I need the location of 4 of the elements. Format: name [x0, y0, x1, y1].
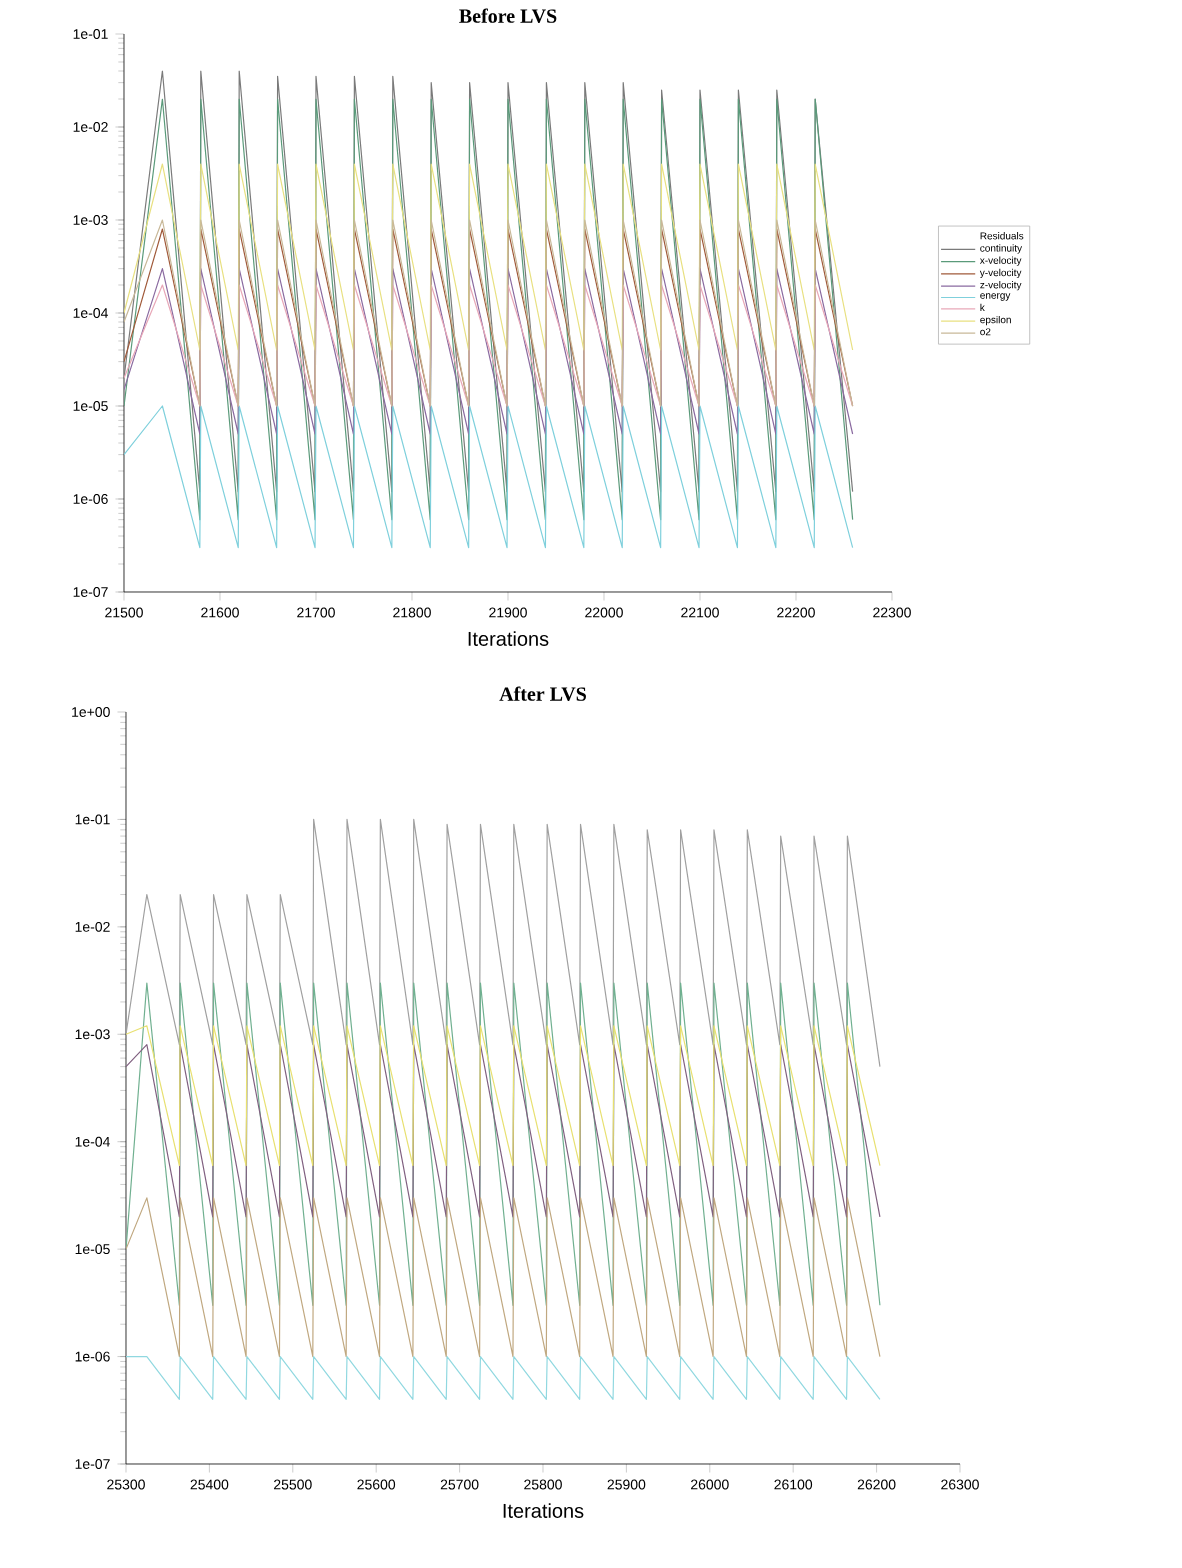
x-axis-title: Iterations — [468, 631, 549, 646]
chart-title: After LVS — [499, 686, 586, 701]
x-axis-title: Iterations — [503, 1503, 584, 1518]
chart-title: Before LVS — [459, 8, 557, 23]
